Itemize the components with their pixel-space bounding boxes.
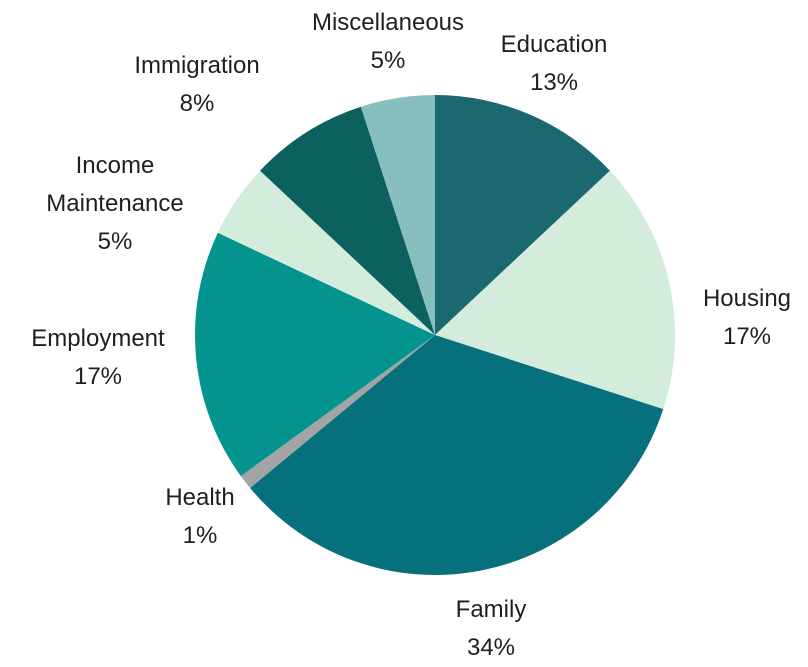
slice-label-education: Education 13% bbox=[500, 31, 608, 96]
pie-slice-family bbox=[250, 335, 664, 575]
pie-slice-income-maintenance bbox=[217, 170, 435, 335]
slice-label-employment: Employment 17% bbox=[31, 325, 165, 390]
slice-label-housing: Housing 17% bbox=[702, 285, 792, 350]
pie-slice-housing bbox=[435, 170, 675, 410]
pie-slices bbox=[194, 95, 675, 575]
pie-slice-immigration bbox=[260, 106, 435, 335]
slice-label-immigration: Immigration 8% bbox=[134, 52, 260, 117]
slice-label-miscellaneous: Miscellaneous 5% bbox=[311, 9, 465, 74]
slice-label-income-maintenance: Income Maintenance 5% bbox=[46, 152, 184, 255]
pie-slice-employment bbox=[194, 232, 435, 477]
pie-slice-health bbox=[240, 335, 435, 488]
slice-label-health: Health 1% bbox=[165, 484, 235, 549]
slice-label-family: Family 34% bbox=[455, 596, 527, 661]
pie-slice-miscellaneous bbox=[360, 95, 435, 335]
pie-slice-education bbox=[435, 95, 610, 335]
